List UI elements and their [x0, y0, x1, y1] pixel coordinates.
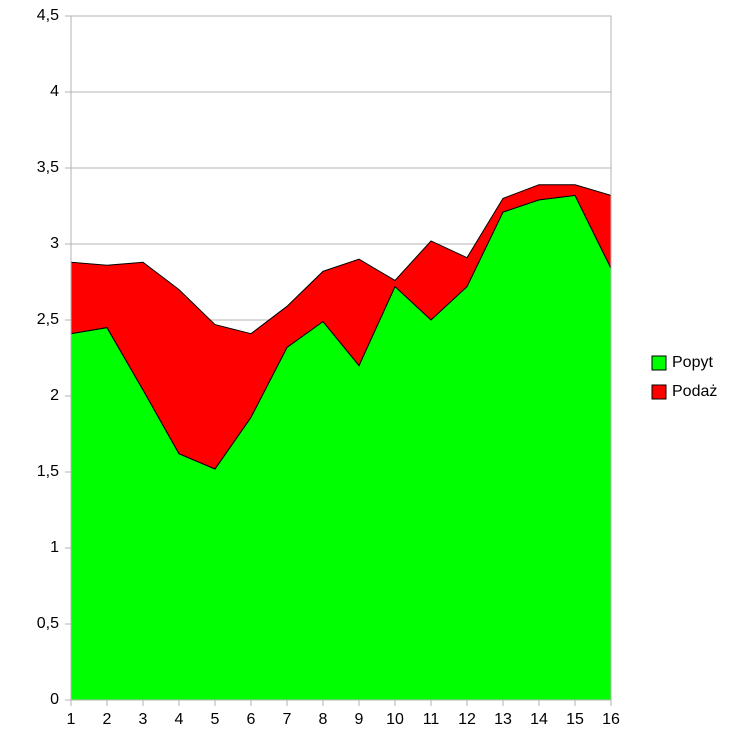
- x-tick-label: 5: [211, 711, 220, 728]
- x-tick-label: 4: [175, 711, 184, 728]
- x-tick-label: 7: [283, 711, 292, 728]
- legend-swatch: [651, 355, 667, 371]
- x-tick-label: 12: [458, 711, 476, 728]
- legend-label: Popyt: [672, 354, 713, 371]
- y-tick-label: 0,5: [37, 615, 59, 632]
- y-tick-label: 3: [50, 235, 59, 252]
- x-tick-label: 1: [67, 711, 76, 728]
- y-tick-label: 1: [50, 539, 59, 556]
- y-tick-label: 0: [50, 691, 59, 708]
- legend-swatch: [651, 384, 667, 400]
- y-tick-label: 4,5: [37, 7, 59, 24]
- y-tick-label: 1,5: [37, 463, 59, 480]
- x-tick-label: 11: [423, 711, 440, 728]
- x-tick-label: 10: [386, 711, 404, 728]
- x-tick-label: 15: [566, 711, 584, 728]
- legend-label: Podaż: [672, 383, 717, 400]
- x-tick-label: 3: [139, 711, 148, 728]
- x-tick-label: 8: [319, 711, 328, 728]
- x-tick-label: 14: [530, 711, 548, 728]
- y-tick-label: 4: [50, 83, 59, 100]
- x-tick-label: 2: [103, 711, 112, 728]
- x-tick-label: 13: [494, 711, 512, 728]
- y-tick-label: 2: [50, 387, 59, 404]
- plot-frame: [70, 15, 612, 701]
- x-tick-label: 16: [602, 711, 620, 728]
- x-tick-label: 9: [355, 711, 364, 728]
- x-tick-label: 6: [247, 711, 256, 728]
- y-tick-label: 2,5: [37, 311, 59, 328]
- y-tick-label: 3,5: [37, 159, 59, 176]
